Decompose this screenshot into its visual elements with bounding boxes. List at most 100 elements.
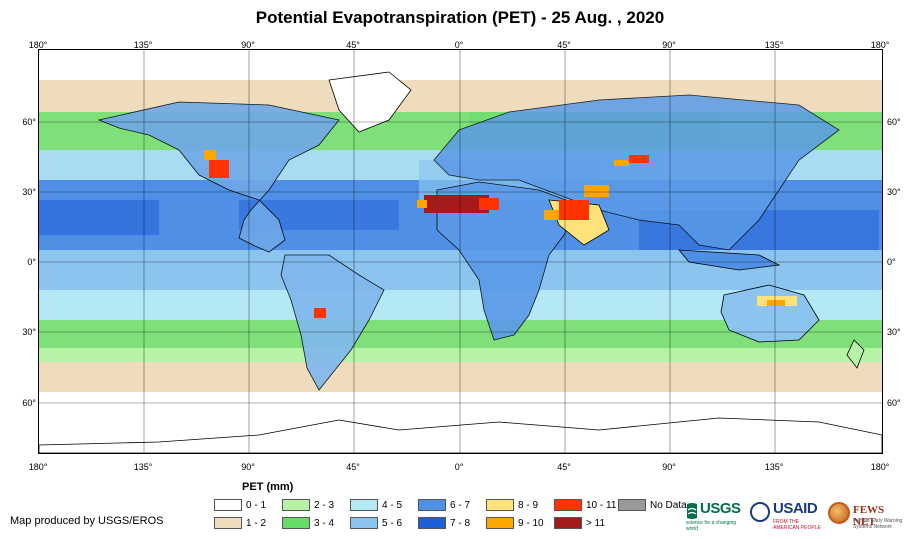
hotspot-sahara	[479, 198, 499, 210]
lat-label-right: 60°	[887, 117, 901, 127]
usaid-logo[interactable]: USAID FROM THE AMERICAN PEOPLE	[750, 499, 826, 531]
lat-label-right: 60°	[887, 398, 901, 408]
greenland-outline	[328, 71, 412, 133]
legend-label: 10 - 11	[586, 499, 617, 511]
lon-label-top: 180°	[870, 40, 890, 50]
hotspot-australia	[767, 300, 785, 306]
hotspot-us-west	[204, 150, 216, 160]
lon-label-top: 0°	[454, 40, 464, 50]
legend-swatch	[350, 517, 378, 529]
legend-label: 4 - 5	[382, 499, 403, 511]
usgs-logo[interactable]: USGS science for a changing world	[686, 499, 748, 532]
usgs-wave-icon	[687, 503, 697, 519]
partner-logos: USGS science for a changing world USAID …	[686, 499, 914, 532]
pet-map-svg	[39, 50, 882, 453]
pet-map[interactable]	[38, 49, 883, 454]
lon-label-bottom: 135°	[764, 462, 784, 472]
graticule	[39, 50, 882, 453]
legend-swatch	[618, 499, 646, 511]
legend-item: 9 - 10	[486, 517, 544, 529]
hotspot-central-asia	[629, 155, 649, 163]
indonesia-outline	[678, 249, 781, 271]
legend-item: 3 - 4	[282, 517, 334, 529]
new-zealand-outline	[846, 339, 865, 369]
legend-swatch	[214, 517, 242, 529]
lon-label-top: 90°	[241, 40, 255, 50]
usaid-seal-icon	[750, 502, 770, 522]
legend-title: PET (mm)	[242, 481, 294, 493]
fews-globe-icon	[828, 502, 850, 524]
legend-label: 0 - 1	[246, 499, 267, 511]
legend-item: 0 - 1	[214, 499, 266, 511]
legend-label: 9 - 10	[518, 517, 544, 529]
usgs-name: USGS	[700, 500, 741, 517]
map-title: Potential Evapotranspiration (PET) - 25 …	[255, 8, 665, 27]
band-south-tan	[39, 362, 882, 392]
legend-label: > 11	[586, 517, 605, 529]
hotspot-south-america	[314, 308, 326, 318]
fews-tagline: Famine Early Warning Systems Network	[853, 518, 903, 530]
legend-item: 1 - 2	[214, 517, 266, 529]
fews-net-logo[interactable]: FEWS NET Famine Early Warning Systems Ne…	[828, 499, 908, 530]
legend-label: No Data	[650, 499, 687, 511]
lon-label-bottom: 45°	[557, 462, 571, 472]
lon-label-bottom: 0°	[454, 462, 464, 472]
lon-label-top: 135°	[764, 40, 784, 50]
lon-label-bottom: 180°	[28, 462, 48, 472]
legend-swatch	[214, 499, 242, 511]
usgs-tagline: science for a changing world	[686, 520, 737, 532]
lon-label-bottom: 180°	[870, 462, 890, 472]
legend-label: 2 - 3	[314, 499, 335, 511]
lon-label-bottom: 135°	[133, 462, 153, 472]
lon-label-top: 90°	[662, 40, 676, 50]
lon-label-top: 45°	[346, 40, 360, 50]
legend: 0 - 1 1 - 2 2 - 3 3 - 4 4 - 5 5 - 6 6 - …	[214, 499, 687, 533]
africa-outline	[436, 181, 580, 341]
hotspot-us-west	[209, 160, 229, 178]
legend-swatch	[486, 499, 514, 511]
legend-swatch	[486, 517, 514, 529]
lon-label-bottom: 90°	[662, 462, 676, 472]
legend-label: 8 - 9	[518, 499, 539, 511]
legend-label: 5 - 6	[382, 517, 403, 529]
eurasia-outline	[433, 94, 840, 251]
lon-label-top: 180°	[28, 40, 48, 50]
legend-swatch	[282, 499, 310, 511]
legend-label: 1 - 2	[246, 517, 267, 529]
legend-swatch	[418, 499, 446, 511]
hotspot-arabia	[584, 185, 609, 197]
lon-label-bottom: 90°	[241, 462, 255, 472]
lon-label-bottom: 45°	[346, 462, 360, 472]
legend-item: 8 - 9	[486, 499, 538, 511]
antarctica-outline	[39, 417, 882, 453]
hotspot-arabia	[544, 210, 559, 220]
lat-label-left: 60°	[22, 398, 36, 408]
legend-item: > 11	[554, 517, 605, 529]
band-north-polar	[39, 50, 882, 80]
usaid-tagline: FROM THE AMERICAN PEOPLE	[773, 519, 821, 531]
lat-label-right: 0°	[887, 257, 896, 267]
legend-swatch	[418, 517, 446, 529]
legend-item: 5 - 6	[350, 517, 402, 529]
legend-swatch	[554, 499, 582, 511]
south-america-outline	[280, 254, 385, 391]
hotspot-sahara	[424, 195, 489, 213]
lon-label-top: 45°	[557, 40, 571, 50]
legend-item: 2 - 3	[282, 499, 334, 511]
lat-label-right: 30°	[887, 187, 901, 197]
legend-label: 7 - 8	[450, 517, 471, 529]
map-credit: Map produced by USGS/EROS	[10, 515, 164, 527]
patch-blue	[39, 200, 159, 235]
band-south-palegreen	[39, 348, 882, 362]
legend-item: 4 - 5	[350, 499, 402, 511]
legend-label: 3 - 4	[314, 517, 335, 529]
lat-label-left: 0°	[27, 257, 36, 267]
legend-item: 7 - 8	[418, 517, 470, 529]
hotspot-arabia	[559, 200, 589, 220]
lat-label-left: 60°	[22, 117, 36, 127]
legend-label: 6 - 7	[450, 499, 471, 511]
lat-label-left: 30°	[22, 187, 36, 197]
legend-swatch	[282, 517, 310, 529]
lat-label-left: 30°	[22, 327, 36, 337]
hotspot-sahara	[417, 200, 427, 208]
